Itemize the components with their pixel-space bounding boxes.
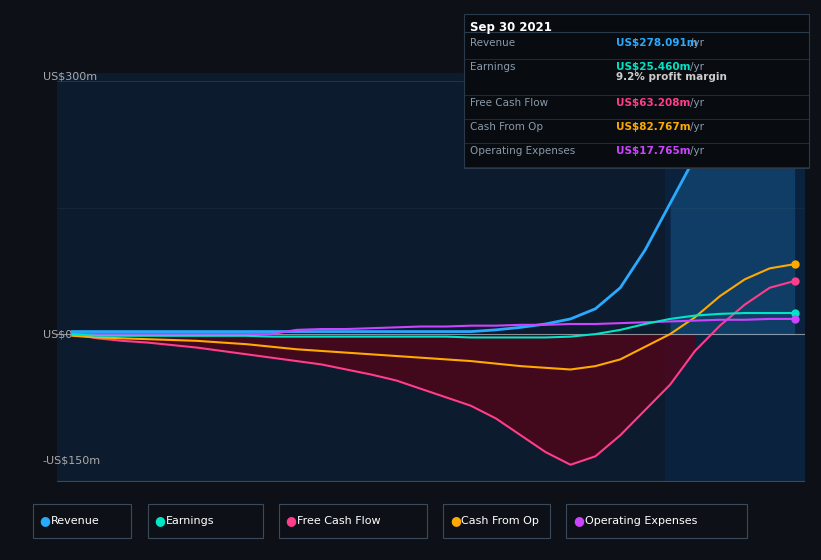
Text: /yr: /yr: [690, 98, 704, 108]
Text: Free Cash Flow: Free Cash Flow: [470, 98, 548, 108]
Text: /yr: /yr: [690, 122, 704, 132]
Text: 2019: 2019: [480, 506, 511, 519]
Text: 2016: 2016: [181, 506, 213, 519]
Text: US$300m: US$300m: [43, 71, 97, 81]
Text: 2017: 2017: [281, 506, 313, 519]
Point: [788, 309, 801, 318]
Point: [788, 315, 801, 324]
Point: [788, 260, 801, 269]
Text: US$0: US$0: [43, 329, 71, 339]
Text: 2020: 2020: [580, 506, 612, 519]
Text: 2015: 2015: [81, 506, 113, 519]
Text: ●: ●: [450, 514, 461, 528]
Bar: [665, 73, 805, 482]
Text: -US$150m: -US$150m: [43, 455, 101, 465]
Text: Earnings: Earnings: [470, 62, 516, 72]
Text: /yr: /yr: [690, 62, 704, 72]
Text: ●: ●: [573, 514, 584, 528]
Text: Operating Expenses: Operating Expenses: [470, 146, 576, 156]
Point: [788, 95, 801, 104]
Text: Earnings: Earnings: [166, 516, 214, 526]
Text: 9.2% profit margin: 9.2% profit margin: [616, 72, 727, 82]
Text: 2021: 2021: [679, 506, 711, 519]
Text: /yr: /yr: [690, 146, 704, 156]
Text: Cash From Op: Cash From Op: [470, 122, 544, 132]
Text: US$25.460m: US$25.460m: [616, 62, 690, 72]
Text: 2018: 2018: [380, 506, 412, 519]
Text: US$82.767m: US$82.767m: [616, 122, 690, 132]
Text: US$278.091m: US$278.091m: [616, 38, 697, 48]
Text: Revenue: Revenue: [51, 516, 99, 526]
Text: US$63.208m: US$63.208m: [616, 98, 690, 108]
Point: [788, 277, 801, 286]
Text: ●: ●: [286, 514, 296, 528]
Text: Sep 30 2021: Sep 30 2021: [470, 21, 553, 34]
Text: Revenue: Revenue: [470, 38, 516, 48]
Text: Operating Expenses: Operating Expenses: [585, 516, 697, 526]
Text: Free Cash Flow: Free Cash Flow: [297, 516, 381, 526]
Text: ●: ●: [39, 514, 50, 528]
Text: Cash From Op: Cash From Op: [461, 516, 539, 526]
Text: US$17.765m: US$17.765m: [616, 146, 690, 156]
Text: /yr: /yr: [690, 38, 704, 48]
Text: ●: ●: [154, 514, 165, 528]
